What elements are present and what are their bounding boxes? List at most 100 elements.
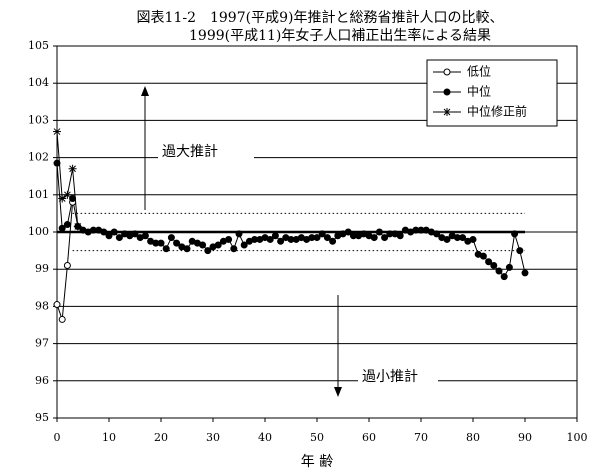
marker <box>240 241 248 249</box>
marker-stroke <box>53 128 61 135</box>
marker <box>63 221 71 229</box>
marker <box>381 234 389 242</box>
marker <box>443 68 451 76</box>
y-tick-label: 96 <box>35 374 49 387</box>
marker <box>479 252 487 260</box>
y-tick-label: 102 <box>28 151 49 164</box>
marker <box>53 127 61 136</box>
annotation: 過大推計 <box>162 144 218 160</box>
x-tick-label: 80 <box>466 431 480 444</box>
marker <box>433 230 441 238</box>
marker <box>396 232 404 240</box>
marker <box>443 235 451 243</box>
y-tick-label: 97 <box>35 337 49 350</box>
marker <box>469 235 477 243</box>
marker <box>141 232 149 240</box>
marker <box>53 159 61 167</box>
y-tick-label: 105 <box>28 39 49 52</box>
marker <box>500 273 508 281</box>
marker <box>74 222 82 230</box>
marker <box>105 232 113 240</box>
arrow-head <box>334 387 342 397</box>
marker <box>490 261 498 269</box>
x-tick-label: 0 <box>54 431 61 444</box>
x-tick-label: 70 <box>414 431 428 444</box>
marker <box>516 247 524 255</box>
x-tick-label: 40 <box>258 431 272 444</box>
annotation-bg <box>158 142 254 162</box>
marker <box>318 230 326 238</box>
marker <box>100 228 108 236</box>
marker <box>370 234 378 242</box>
marker <box>505 263 513 271</box>
marker-stroke <box>443 108 451 116</box>
marker <box>183 245 191 253</box>
chart-title: 1999(平成11)年女子人口補正出生率による結果 <box>189 27 491 44</box>
marker <box>157 239 165 247</box>
y-tick-label: 101 <box>28 188 49 201</box>
marker <box>68 164 77 173</box>
marker <box>323 234 331 242</box>
annotation: 過小推計 <box>362 369 418 385</box>
x-tick-label: 10 <box>102 431 116 444</box>
y-tick-label: 99 <box>35 262 49 275</box>
marker <box>214 241 222 249</box>
marker <box>69 195 77 203</box>
y-tick-label: 100 <box>28 225 49 238</box>
arrow-head <box>141 86 149 96</box>
marker <box>204 247 212 255</box>
x-tick-label: 30 <box>206 431 220 444</box>
marker <box>173 239 181 247</box>
marker <box>167 234 175 242</box>
legend-label: 低位 <box>467 64 491 79</box>
marker <box>58 194 67 203</box>
series-line <box>56 163 526 278</box>
marker <box>511 230 519 238</box>
y-tick-label: 104 <box>28 76 49 89</box>
marker <box>63 261 71 269</box>
marker <box>53 301 61 309</box>
marker <box>230 245 238 253</box>
marker <box>459 234 467 242</box>
legend-label: 中位 <box>467 84 491 99</box>
series-line <box>56 202 74 320</box>
marker-stroke <box>58 195 66 202</box>
y-tick-label: 103 <box>28 113 49 126</box>
marker <box>375 228 383 236</box>
marker <box>495 267 503 275</box>
y-tick-label: 95 <box>35 411 49 424</box>
marker <box>162 245 170 253</box>
marker-stroke <box>69 165 76 173</box>
marker <box>110 228 118 236</box>
marker <box>199 241 207 249</box>
x-tick-label: 100 <box>567 431 588 444</box>
x-tick-label: 50 <box>310 431 324 444</box>
marker <box>131 230 139 238</box>
x-tick-label: 60 <box>362 431 376 444</box>
x-tick-label: 90 <box>518 431 532 444</box>
marker <box>329 237 337 245</box>
marker <box>225 235 233 243</box>
marker <box>485 258 493 266</box>
annotation-bg <box>358 366 438 386</box>
marker-stroke <box>64 191 71 199</box>
marker <box>63 190 72 199</box>
marker <box>58 224 66 232</box>
chart-title: 図表11-2 1997(平成9)年推計と総務省推計人口の比較、 <box>137 10 504 26</box>
y-tick-label: 98 <box>35 299 49 312</box>
marker <box>443 108 451 116</box>
marker <box>521 269 529 277</box>
x-tick-label: 20 <box>154 431 168 444</box>
marker <box>266 235 274 243</box>
legend-label: 中位修正前 <box>467 104 527 119</box>
marker <box>313 234 321 242</box>
marker <box>271 232 279 240</box>
marker <box>115 234 123 242</box>
x-axis-label: 年 齢 <box>301 454 333 470</box>
marker <box>344 228 352 236</box>
marker <box>235 230 243 238</box>
marker <box>443 88 451 96</box>
marker <box>58 315 66 323</box>
